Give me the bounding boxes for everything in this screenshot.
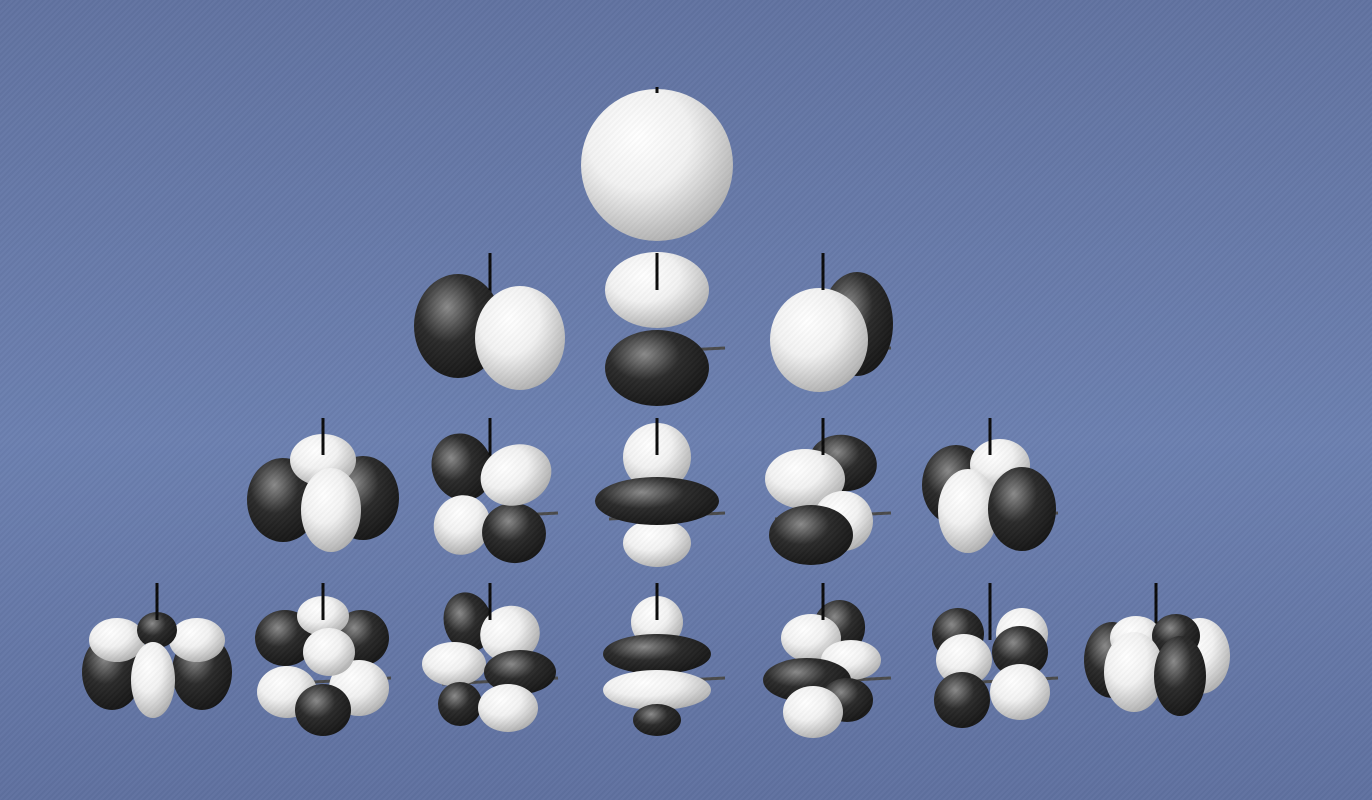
positive-lobe (301, 468, 361, 552)
positive-lobe (475, 286, 565, 390)
orbital-l3-m-2 (255, 583, 392, 736)
positive-lobe (169, 618, 225, 662)
negative-lobe (295, 684, 351, 736)
positive-lobe (303, 628, 355, 676)
negative-lobe (633, 704, 681, 736)
positive-lobe (623, 519, 691, 567)
negative-lobe (438, 682, 482, 726)
positive-lobe (936, 634, 992, 686)
orbital-l3-m-3 (82, 583, 232, 718)
negative-lobe (988, 467, 1056, 551)
negative-lobe (595, 477, 719, 525)
positive-lobe (131, 642, 175, 718)
orbital-l2-m1 (765, 418, 892, 565)
negative-lobe (934, 672, 990, 728)
positive-lobe (581, 89, 733, 241)
positive-lobe (89, 618, 145, 662)
positive-lobe (938, 469, 998, 553)
orbital-l1-m1 (770, 253, 893, 392)
positive-lobe (480, 444, 552, 506)
positive-lobe (433, 495, 491, 555)
negative-lobe (603, 634, 711, 674)
positive-lobe (623, 423, 691, 491)
negative-lobe (484, 650, 556, 694)
positive-lobe (1104, 632, 1164, 712)
orbital-l3-m-1 (422, 583, 559, 732)
orbital-l3-m2 (932, 583, 1059, 728)
orbital-l3-m3 (1084, 583, 1230, 716)
negative-lobe (605, 330, 709, 406)
orbital-l2-m-1 (431, 418, 559, 564)
positive-lobe (422, 642, 486, 686)
orbital-l2-m0 (595, 418, 726, 567)
orbital-l1-m-1 (414, 253, 565, 390)
negative-lobe (431, 433, 493, 501)
orbital-l1-m0 (605, 252, 726, 406)
negative-lobe (137, 612, 177, 648)
negative-lobe (769, 505, 853, 565)
positive-lobe (990, 664, 1050, 720)
positive-lobe (478, 684, 538, 732)
negative-lobe (1154, 636, 1206, 716)
orbital-l2-m-2 (247, 418, 399, 552)
positive-lobe (480, 605, 540, 663)
orbital-l0-m0 (581, 87, 733, 241)
orbital-l3-m1 (763, 583, 892, 738)
orbital-l2-m2 (922, 418, 1059, 553)
positive-lobe (765, 449, 845, 509)
positive-lobe (783, 686, 843, 738)
positive-lobe (770, 288, 868, 392)
negative-lobe (482, 502, 546, 564)
orbital-l3-m0 (603, 583, 726, 736)
positive-lobe (603, 670, 711, 710)
negative-lobe (992, 626, 1048, 678)
negative-lobe (443, 592, 493, 652)
